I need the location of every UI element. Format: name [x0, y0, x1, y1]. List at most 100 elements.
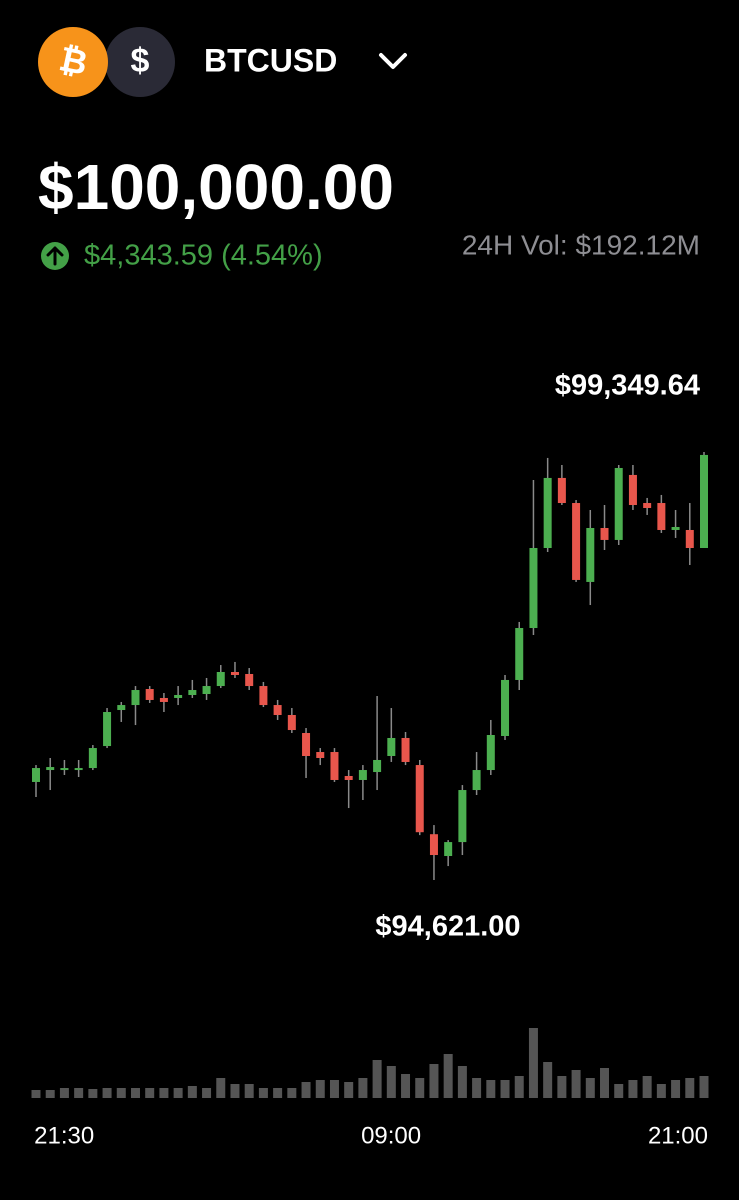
volume-bar — [486, 1080, 496, 1098]
volume-bar — [315, 1080, 325, 1098]
candle-body — [117, 705, 126, 711]
volume-bar — [59, 1088, 69, 1098]
candle-body — [88, 748, 97, 769]
volume-bar — [401, 1074, 411, 1098]
volume-bar — [329, 1080, 339, 1098]
candle-body — [515, 628, 524, 680]
chart: 21:30 09:00 21:00 $99,349.64 $94,621.00 — [31, 370, 709, 1149]
candle-body — [330, 752, 339, 780]
volume-bar — [386, 1066, 396, 1098]
candle-body — [174, 694, 183, 698]
candle-body — [628, 474, 637, 506]
pair-selector[interactable]: BTCUSD — [204, 42, 337, 78]
volume-bar — [429, 1064, 439, 1098]
volume-bar — [557, 1076, 567, 1098]
candle-body — [486, 734, 495, 771]
candle-body — [572, 503, 581, 580]
candle-body — [230, 672, 239, 675]
quote-icon-bg — [105, 27, 175, 97]
dropdown-chevron[interactable] — [379, 53, 407, 69]
candle-body — [458, 790, 467, 843]
volume-bar — [614, 1084, 624, 1098]
volume-bar — [514, 1076, 524, 1098]
volume-bar — [656, 1084, 666, 1098]
volume-bar — [628, 1080, 638, 1098]
x-tick-label: 21:30 — [34, 1122, 94, 1149]
candle-body — [671, 527, 680, 530]
quote-icon: $ — [131, 42, 150, 80]
volume-bar — [187, 1086, 197, 1098]
candle-body — [373, 759, 382, 773]
candle-body — [657, 503, 666, 530]
volume-bar — [344, 1082, 354, 1098]
candle-body — [586, 527, 595, 582]
candle-body — [685, 529, 694, 549]
volume-bar — [600, 1068, 610, 1098]
price: $100,000.00 — [38, 151, 394, 223]
volume-bar — [372, 1060, 382, 1098]
volume-bar — [102, 1088, 112, 1098]
candle-body — [387, 737, 396, 756]
volume-bar — [173, 1088, 183, 1098]
candle-body — [344, 776, 353, 780]
volume-bar — [287, 1088, 297, 1098]
volume-bar — [642, 1076, 652, 1098]
volume-bar — [258, 1088, 268, 1098]
volume-bar — [145, 1088, 155, 1098]
volume-bar — [244, 1084, 254, 1098]
volume-bar — [443, 1054, 453, 1098]
volume-bar — [273, 1088, 283, 1098]
candle-body — [32, 768, 40, 782]
candle-body — [46, 767, 55, 771]
volume-bar — [571, 1070, 581, 1098]
volume-bar — [358, 1078, 368, 1098]
candle-body — [188, 690, 197, 695]
volume-bar — [415, 1078, 425, 1098]
candle-body — [145, 689, 154, 700]
high-label: $99,349.64 — [555, 370, 700, 402]
candle-body — [216, 672, 225, 687]
candle-body — [600, 527, 609, 540]
volume-bar — [159, 1088, 169, 1098]
volume-bar — [130, 1088, 140, 1098]
price-change: $4,343.59 (4.54%) — [84, 240, 323, 272]
candle-body — [614, 467, 623, 540]
candle-body — [415, 765, 424, 833]
candle-body — [401, 737, 410, 762]
candle-body — [302, 733, 311, 756]
volume-bar — [585, 1078, 595, 1098]
volume-bar — [88, 1089, 98, 1098]
candle-body — [543, 477, 552, 549]
candle-body — [159, 697, 168, 702]
candle-body — [103, 712, 112, 747]
volume-bar — [301, 1082, 311, 1098]
candle-body — [557, 477, 566, 504]
candle-body — [444, 842, 453, 857]
candle-body — [472, 770, 481, 791]
volume-bar — [472, 1078, 482, 1098]
candle-body — [259, 686, 268, 706]
volume-bar — [230, 1084, 240, 1098]
candle-body — [287, 714, 296, 731]
candle-body — [131, 690, 140, 706]
candle-body — [74, 768, 83, 771]
volume-bar — [500, 1080, 510, 1098]
volume-bar — [31, 1090, 41, 1098]
candle-body — [429, 834, 438, 856]
candle-body — [501, 679, 510, 736]
volume-bar — [116, 1088, 126, 1098]
volume-bar — [74, 1088, 84, 1098]
x-tick-label: 21:00 — [648, 1122, 708, 1149]
volume-bar — [543, 1062, 553, 1098]
candle-body — [245, 673, 254, 687]
change-arrow — [46, 246, 64, 266]
volume-24h: 24H Vol: $192.12M — [462, 229, 700, 260]
volume-bar — [45, 1090, 55, 1098]
x-tick-label: 09:00 — [361, 1122, 421, 1149]
volume-bar — [457, 1066, 467, 1098]
volume-bar — [216, 1078, 226, 1098]
candle-body — [643, 503, 652, 508]
